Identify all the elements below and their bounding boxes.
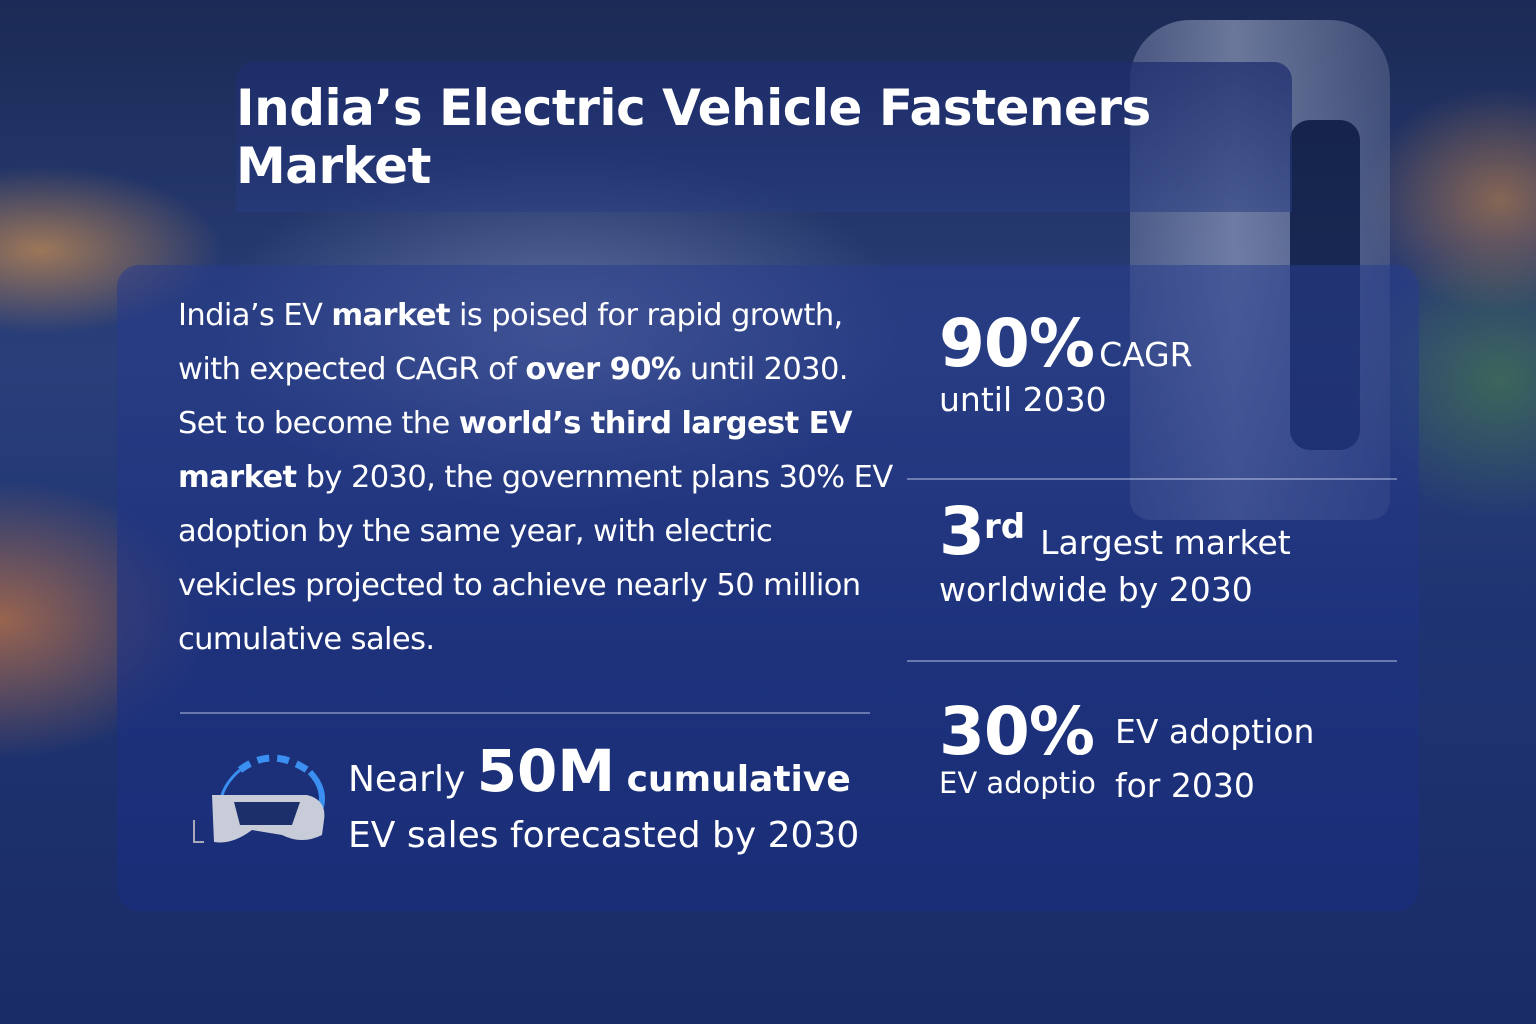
stat-label: EV adoption <box>1115 712 1315 751</box>
info-panel: India’s EV market is poised for rapid gr… <box>117 265 1419 911</box>
stat-label: Largest market <box>1040 523 1291 562</box>
stat-superscript: rd <box>983 506 1026 547</box>
sales-forecast: Nearly 50M cumulative EV sales forecaste… <box>348 742 860 864</box>
intro-text: until 2030. Set to become the <box>178 352 848 441</box>
stat-sub: worldwide by 2030 <box>939 570 1253 609</box>
divider <box>907 478 1397 480</box>
sales-prefix: Nearly <box>348 759 466 800</box>
intro-bold: market <box>331 298 450 333</box>
sales-suffix: cumulative <box>626 759 851 800</box>
intro-paragraph: India’s EV market is poised for rapid gr… <box>178 289 898 667</box>
stat-adoption-label: EV adoption for 2030 <box>1115 705 1314 813</box>
stat-label-2: for 2030 <box>1115 766 1255 805</box>
stat-value: 30% <box>939 693 1095 770</box>
divider <box>907 660 1397 662</box>
intro-text: India’s EV <box>178 298 332 333</box>
sales-caption: EV sales forecasted by 2030 <box>348 815 860 856</box>
intro-bold: world’s third largest EV market <box>178 406 852 495</box>
title-banner: India’s Electric Vehicle Fasteners Marke… <box>236 62 1292 212</box>
stat-rank: 3rd Largest market worldwide by 2030 <box>939 493 1291 609</box>
stat-sub: until 2030 <box>939 380 1107 419</box>
stat-label: CAGR <box>1099 335 1193 374</box>
sales-value: 50M <box>476 737 616 805</box>
stat-value: 3 <box>939 493 985 570</box>
stat-cagr: 90% CAGR until 2030 <box>939 305 1193 419</box>
stat-value: 90% <box>939 305 1095 382</box>
divider <box>180 712 870 714</box>
intro-bold: over 90% <box>525 352 681 387</box>
intro-text: by 2030, the government plans 30% EV ado… <box>178 460 893 657</box>
stat-adoption: 30% EV adoption <box>939 693 1109 800</box>
stat-sub: EV adoption <box>939 766 1097 800</box>
page-title: India’s Electric Vehicle Fasteners Marke… <box>236 79 1151 195</box>
intro-text: is poised for rapid growth, with expecte… <box>178 298 843 387</box>
ev-charger-plug-icon <box>193 754 325 843</box>
